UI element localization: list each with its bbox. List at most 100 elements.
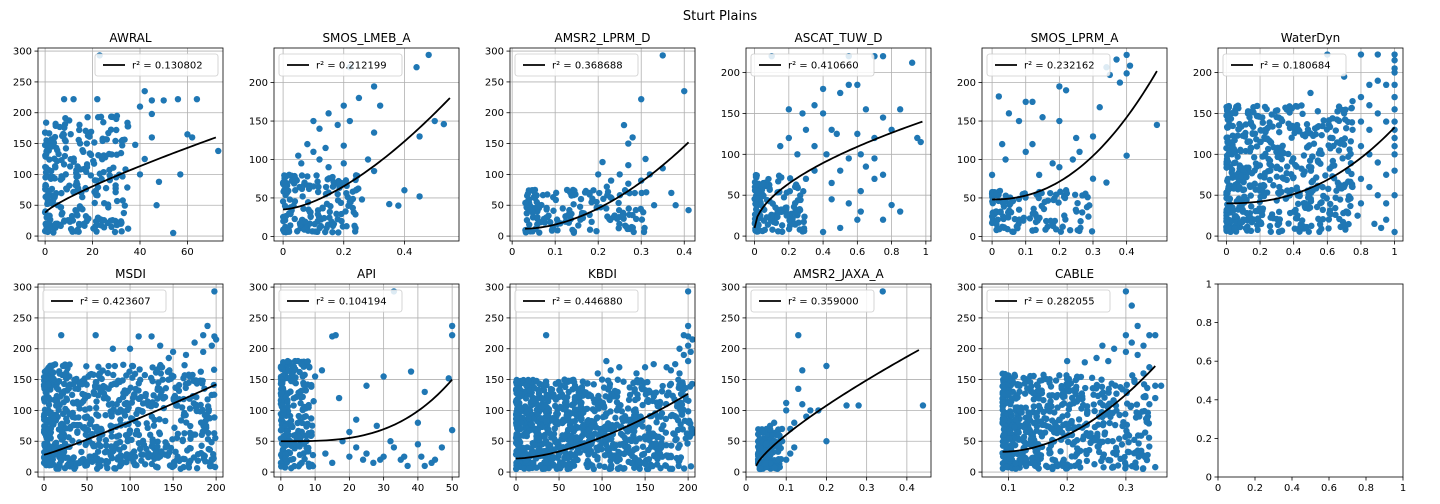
data-point xyxy=(353,444,360,451)
data-point xyxy=(316,125,323,132)
data-point xyxy=(313,172,320,179)
data-point xyxy=(93,411,100,418)
data-point xyxy=(522,395,530,402)
data-point xyxy=(1127,403,1134,411)
legend-box xyxy=(42,289,167,313)
data-point xyxy=(620,121,628,129)
data-point xyxy=(570,228,578,235)
data-point xyxy=(563,412,570,419)
data-point xyxy=(201,452,208,460)
data-point xyxy=(1300,171,1307,178)
data-point xyxy=(55,150,62,158)
data-point xyxy=(643,465,651,473)
data-point xyxy=(186,405,194,412)
data-point xyxy=(61,136,69,144)
data-point xyxy=(663,392,671,399)
data-point xyxy=(1296,228,1303,235)
legend-box xyxy=(750,53,875,77)
data-point xyxy=(596,442,604,450)
data-point xyxy=(370,167,378,175)
data-point xyxy=(1292,102,1300,110)
data-point xyxy=(83,161,91,168)
data-point xyxy=(1391,228,1398,236)
data-point xyxy=(536,229,543,236)
subplot: AMSR2_LPRM_D0 0.1 0.2 0.3 0.4050100150200250… xyxy=(485,31,696,258)
data-point xyxy=(311,373,319,380)
data-point xyxy=(833,130,840,138)
data-point xyxy=(1034,217,1041,224)
data-point xyxy=(1073,208,1080,215)
data-point xyxy=(358,196,366,203)
data-point xyxy=(638,216,646,223)
data-point xyxy=(142,392,149,400)
data-point xyxy=(1112,382,1119,389)
data-point xyxy=(281,423,289,430)
data-point xyxy=(1246,182,1253,189)
data-point xyxy=(1096,104,1103,111)
data-point xyxy=(659,52,666,59)
data-point xyxy=(292,187,299,194)
data-point xyxy=(619,415,626,422)
data-point xyxy=(187,422,194,430)
data-point xyxy=(512,465,520,473)
data-point xyxy=(1125,438,1132,446)
data-point xyxy=(1091,437,1099,444)
data-point xyxy=(615,404,622,411)
data-point xyxy=(1366,102,1373,109)
data-point xyxy=(1047,189,1054,197)
data-point xyxy=(325,163,332,171)
x-tick-label: 0.1 xyxy=(1018,247,1034,258)
data-point xyxy=(308,415,315,422)
data-point xyxy=(197,419,205,426)
data-point xyxy=(1252,160,1260,167)
x-tick-label: 20 xyxy=(86,247,99,258)
data-point xyxy=(108,433,115,440)
y-tick-label: 100 xyxy=(249,155,268,166)
data-point xyxy=(1000,426,1008,433)
data-point xyxy=(1229,171,1236,179)
data-point xyxy=(180,463,187,471)
data-point xyxy=(67,130,74,138)
data-point xyxy=(528,448,536,456)
data-point xyxy=(1248,203,1255,210)
data-point xyxy=(1115,435,1123,442)
data-point xyxy=(305,404,312,411)
data-point xyxy=(752,200,759,208)
data-point xyxy=(304,227,312,234)
plot-area xyxy=(277,288,456,472)
data-point xyxy=(668,465,676,472)
data-point xyxy=(1040,371,1047,379)
data-point xyxy=(559,205,566,212)
data-point xyxy=(525,465,533,472)
data-point xyxy=(896,208,904,215)
data-point xyxy=(1119,386,1126,393)
data-point xyxy=(1229,122,1236,130)
data-point xyxy=(63,396,71,404)
data-point xyxy=(1340,141,1348,148)
data-point xyxy=(1132,449,1139,456)
data-point xyxy=(144,398,151,405)
data-point xyxy=(919,402,927,409)
data-point xyxy=(310,117,317,125)
data-point xyxy=(1231,184,1238,192)
data-point xyxy=(43,164,50,172)
data-point xyxy=(67,156,74,163)
y-tick-label: 200 xyxy=(721,68,740,79)
data-point xyxy=(1310,140,1318,147)
data-point xyxy=(594,171,602,178)
data-point xyxy=(1291,161,1299,169)
data-point xyxy=(52,439,60,447)
y-tick-label: 150 xyxy=(485,139,504,150)
data-point xyxy=(1286,209,1294,217)
data-point xyxy=(148,134,156,141)
data-point xyxy=(601,436,609,443)
data-point xyxy=(603,183,611,190)
data-point xyxy=(295,433,303,441)
data-point xyxy=(51,451,58,459)
data-point xyxy=(547,219,554,226)
data-point xyxy=(767,451,774,459)
y-tick-label: 50 xyxy=(727,191,740,202)
data-point xyxy=(801,227,808,235)
data-point xyxy=(617,464,624,471)
data-point xyxy=(197,401,204,409)
